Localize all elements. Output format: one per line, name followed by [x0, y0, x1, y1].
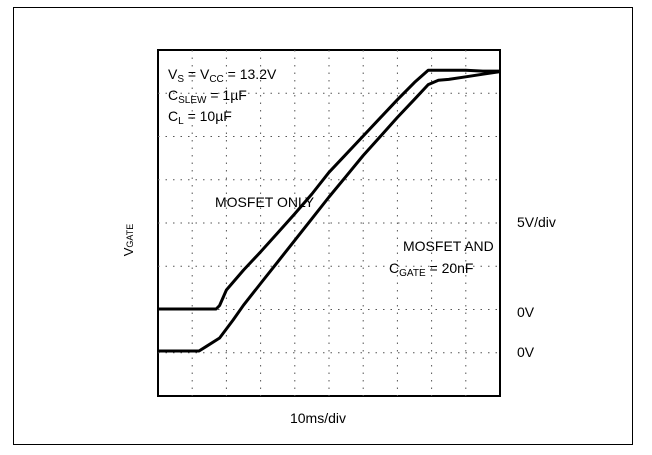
trace-series-1	[158, 68, 500, 311]
ground-label-mosfet-only: 0V	[517, 304, 535, 320]
grid	[158, 50, 500, 396]
series-label-mosfet-and-line-1: MOSFET AND	[403, 238, 494, 254]
trace-series-2	[158, 70, 501, 353]
conditions-line-1: VS = VCC = 13.2V	[168, 66, 277, 85]
ground-label-mosfet-and: 0V	[517, 344, 535, 360]
y-scale-label: 5V/div	[517, 214, 556, 230]
y-axis-label: VGATE	[121, 224, 136, 257]
figure-frame	[13, 7, 633, 445]
series-label-mosfet-only: MOSFET ONLY	[215, 194, 315, 210]
conditions-line-3: CL = 10µF	[168, 108, 232, 127]
series-label-mosfet-and-line-2: CGATE = 20nF	[389, 260, 473, 279]
traces	[158, 68, 501, 353]
conditions-line-2: CSLEW = 1µF	[168, 87, 247, 106]
x-axis-label: 10ms/div	[290, 410, 346, 426]
